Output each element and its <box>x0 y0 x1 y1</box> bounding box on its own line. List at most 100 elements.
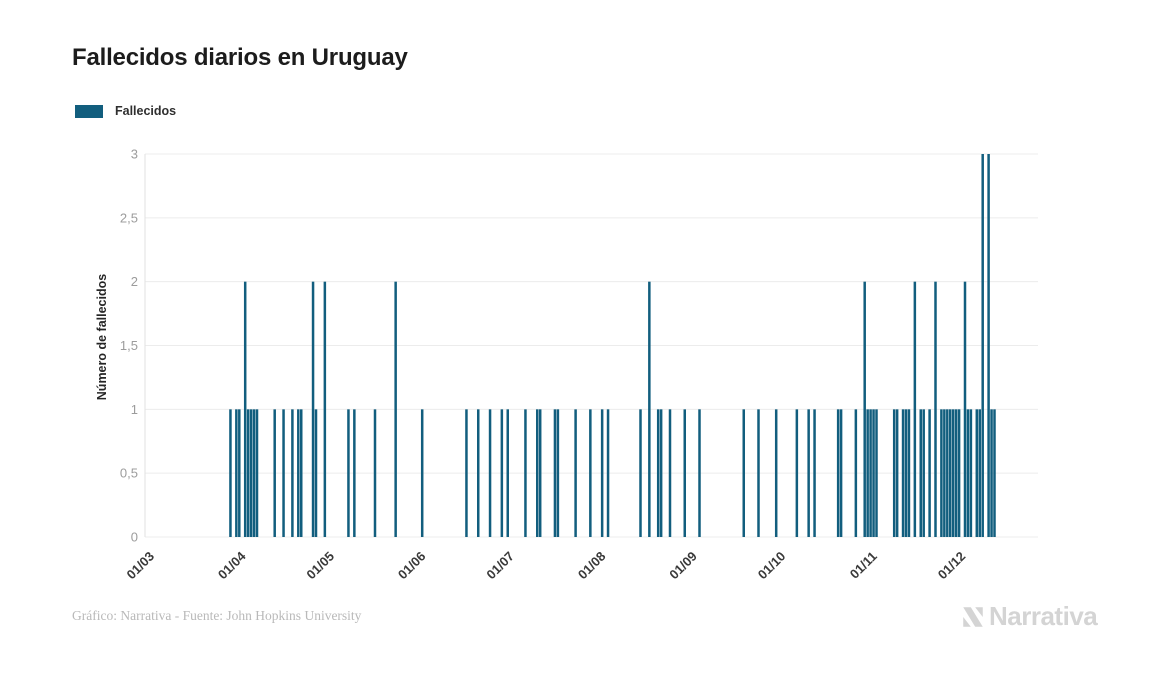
bar-2020-05-27[interactable] <box>394 281 397 537</box>
bar-2020-04-25[interactable] <box>300 409 303 537</box>
x-tick-label: 01/04 <box>215 548 249 582</box>
bar-2020-12-03[interactable] <box>954 409 958 537</box>
bar-2020-05-11[interactable] <box>347 409 350 537</box>
bar-2020-08-28[interactable] <box>668 409 672 537</box>
bar-2020-04-04[interactable] <box>238 409 241 537</box>
bar-2020-08-18[interactable] <box>639 409 642 537</box>
bar-2020-04-19[interactable] <box>282 409 285 537</box>
bar-2020-04-01[interactable] <box>229 409 232 537</box>
bar-2020-10-14[interactable] <box>807 409 810 537</box>
bar-2020-11-16[interactable] <box>904 409 908 537</box>
bar-2020-11-30[interactable] <box>946 409 949 537</box>
bar-2020-12-07[interactable] <box>966 409 970 537</box>
bar-2020-04-03[interactable] <box>235 409 238 537</box>
bar-2020-06-24[interactable] <box>477 409 480 537</box>
bar-2020-04-09[interactable] <box>252 409 256 537</box>
bar-2020-09-07[interactable] <box>698 409 701 537</box>
bar-2020-10-25[interactable] <box>839 409 843 537</box>
bar-2020-04-30[interactable] <box>314 409 318 537</box>
bar-2020-10-16[interactable] <box>813 409 816 537</box>
legend-swatch <box>75 104 103 118</box>
bar-2020-04-16[interactable] <box>273 409 276 537</box>
x-tick-label: 01/12 <box>935 549 969 583</box>
y-tick-label: 0,5 <box>120 466 138 481</box>
bar-2020-10-24[interactable] <box>836 409 840 537</box>
bar-2020-12-10[interactable] <box>975 409 979 537</box>
bar-2020-04-22[interactable] <box>291 409 294 537</box>
bar-2020-04-10[interactable] <box>255 409 259 537</box>
bar-2020-07-02[interactable] <box>500 409 504 537</box>
bar-2020-09-22[interactable] <box>742 409 746 537</box>
page-title: Fallecidos diarios en Uruguay <box>72 44 408 71</box>
bar-2020-05-03[interactable] <box>323 281 327 537</box>
bar-2020-08-05[interactable] <box>600 409 604 537</box>
bar-2020-12-16[interactable] <box>993 409 996 537</box>
legend-label: Fallecidos <box>115 104 177 118</box>
bar-2020-10-03[interactable] <box>774 409 778 537</box>
bar-2020-06-20[interactable] <box>465 409 468 537</box>
x-tick-label: 01/05 <box>303 549 337 583</box>
y-tick-label: 0 <box>131 530 138 545</box>
bar-2020-12-06[interactable] <box>963 281 967 537</box>
bar-2020-11-21[interactable] <box>919 409 923 537</box>
bar-2020-11-15[interactable] <box>901 409 905 537</box>
y-tick-label: 2 <box>131 274 138 289</box>
bar-2020-11-05[interactable] <box>872 409 875 537</box>
x-tick-label: 01/11 <box>847 549 880 582</box>
bar-2020-08-21[interactable] <box>648 281 651 537</box>
bar-2020-04-29[interactable] <box>311 281 315 537</box>
y-tick-label: 1 <box>131 402 138 417</box>
bar-2020-07-21[interactable] <box>556 409 560 537</box>
bar-2020-04-07[interactable] <box>246 409 250 537</box>
bar-2020-11-04[interactable] <box>869 409 872 537</box>
bar-2020-07-15[interactable] <box>538 409 542 537</box>
bar-2020-11-02[interactable] <box>863 281 866 537</box>
bar-2020-12-02[interactable] <box>951 409 955 537</box>
bar-2020-12-01[interactable] <box>949 409 952 537</box>
bar-2020-12-12[interactable] <box>981 154 984 537</box>
bar-2020-11-03[interactable] <box>866 409 869 537</box>
bar-2020-07-27[interactable] <box>574 409 577 537</box>
bar-2020-08-07[interactable] <box>606 409 610 537</box>
bar-2020-12-15[interactable] <box>990 409 993 537</box>
bar-2020-11-19[interactable] <box>913 281 917 537</box>
y-tick-label: 2,5 <box>120 210 138 225</box>
bar-2020-11-13[interactable] <box>895 409 899 537</box>
bar-2020-11-06[interactable] <box>875 409 878 537</box>
bar-2020-11-22[interactable] <box>922 409 925 537</box>
bar-2020-08-25[interactable] <box>659 409 663 537</box>
bar-2020-09-27[interactable] <box>757 409 760 537</box>
narrativa-logo-icon <box>963 606 983 627</box>
x-tick-label: 01/08 <box>575 549 609 583</box>
bar-2020-05-13[interactable] <box>353 409 356 537</box>
x-tick-label: 01/03 <box>124 549 158 583</box>
bar-2020-07-04[interactable] <box>506 409 510 537</box>
bar-2020-11-12[interactable] <box>892 409 896 537</box>
bar-2020-06-05[interactable] <box>420 409 424 537</box>
bar-2020-10-30[interactable] <box>854 409 858 537</box>
bar-2020-12-04[interactable] <box>957 409 961 537</box>
bar-2020-11-29[interactable] <box>943 409 946 537</box>
bar-2020-04-08[interactable] <box>249 409 253 537</box>
bar-2020-09-02[interactable] <box>683 409 687 537</box>
bar-2020-10-10[interactable] <box>795 409 799 537</box>
bar-2020-07-20[interactable] <box>553 409 557 537</box>
bar-2020-05-20[interactable] <box>373 409 377 537</box>
bar-2020-06-28[interactable] <box>488 409 492 537</box>
bar-2020-04-24[interactable] <box>297 409 300 537</box>
bar-2020-12-14[interactable] <box>987 154 990 537</box>
bar-2020-12-08[interactable] <box>969 409 973 537</box>
bar-2020-11-26[interactable] <box>934 281 937 537</box>
bar-2020-07-14[interactable] <box>536 409 539 537</box>
bar-2020-12-11[interactable] <box>978 409 982 537</box>
bar-2020-11-17[interactable] <box>907 409 911 537</box>
bar-2020-04-06[interactable] <box>243 281 247 537</box>
bar-2020-08-01[interactable] <box>589 409 592 537</box>
bar-2020-08-24[interactable] <box>656 409 660 537</box>
x-tick-label: 01/07 <box>483 549 517 583</box>
chart-credit: Gráfico: Narrativa - Fuente: John Hopkin… <box>72 608 362 623</box>
bar-2020-11-28[interactable] <box>940 409 943 537</box>
bar-2020-07-10[interactable] <box>524 409 527 537</box>
bar-2020-11-24[interactable] <box>928 409 931 537</box>
